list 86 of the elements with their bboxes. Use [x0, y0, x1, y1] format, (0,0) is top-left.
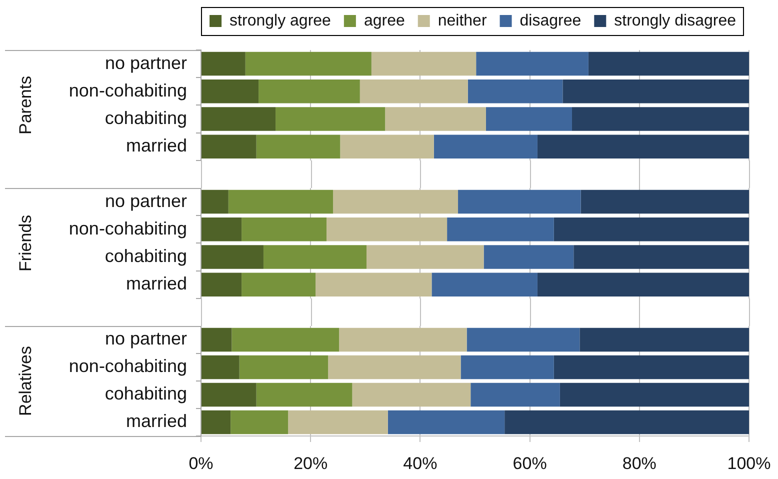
bar	[470, 382, 560, 407]
bar	[328, 355, 461, 380]
bar	[385, 107, 486, 131]
legend-label: agree	[364, 12, 405, 30]
bar	[263, 245, 366, 269]
bar	[572, 107, 749, 131]
bar	[202, 190, 228, 214]
bar	[339, 328, 467, 352]
bar	[468, 80, 563, 104]
bar	[366, 245, 484, 269]
bar	[432, 272, 538, 296]
y-tick-label: no partner	[104, 328, 187, 349]
legend-label: disagree	[520, 12, 582, 30]
y-tick-label: married	[126, 411, 187, 432]
bar	[202, 355, 240, 380]
bar	[256, 134, 340, 158]
bar	[202, 328, 232, 352]
y-axis-title: Parents	[16, 76, 35, 134]
bar	[504, 410, 749, 434]
bar	[484, 245, 574, 269]
bar	[230, 410, 288, 434]
bar	[202, 272, 242, 296]
bar	[232, 328, 340, 352]
y-tick-label: no partner	[104, 52, 187, 73]
bar	[388, 410, 505, 434]
bar	[202, 245, 264, 269]
x-tick-label: 40%	[403, 454, 438, 473]
y-tick-label: married	[126, 274, 187, 294]
y-tick-label: cohabiting	[104, 384, 187, 404]
y-tick-label: no partner	[104, 190, 187, 211]
x-tick-label: 100%	[727, 454, 771, 473]
bar	[476, 52, 588, 76]
y-tick-label: married	[126, 136, 187, 156]
legend-label: strongly agree	[230, 12, 332, 30]
y-tick-label: non-cohabiting	[68, 218, 187, 238]
bar	[554, 218, 749, 242]
bar	[316, 272, 432, 296]
bar	[360, 80, 468, 104]
bar	[371, 52, 476, 76]
bar	[202, 218, 242, 242]
bar	[466, 328, 580, 352]
bar	[256, 382, 352, 407]
bar	[258, 80, 360, 104]
y-axis-title: Friends	[16, 214, 35, 272]
bar	[574, 245, 749, 269]
bar	[588, 52, 749, 76]
bar	[239, 355, 328, 380]
bar	[202, 382, 256, 407]
bar	[276, 107, 386, 131]
bar	[333, 190, 458, 214]
bar	[554, 355, 749, 380]
bar	[245, 52, 372, 76]
bar	[202, 80, 259, 104]
bar	[340, 134, 434, 158]
y-tick-label: cohabiting	[104, 246, 187, 266]
bar	[288, 410, 388, 434]
x-tick-label: 20%	[294, 454, 328, 473]
bar	[202, 52, 246, 76]
x-tick-label: 60%	[512, 454, 547, 473]
y-tick-label: non-cohabiting	[68, 356, 187, 376]
bar	[562, 80, 749, 104]
y-axis-title: Relatives	[16, 346, 35, 416]
bar	[242, 218, 326, 242]
y-tick-label: cohabiting	[104, 108, 187, 128]
bar	[326, 218, 448, 242]
bar	[537, 272, 749, 296]
x-tick-label: 80%	[622, 454, 656, 473]
bar	[460, 355, 554, 380]
bar	[242, 272, 316, 296]
bar	[434, 134, 538, 158]
y-tick-label: non-cohabiting	[68, 80, 187, 100]
bar	[486, 107, 572, 131]
legend-label: strongly disagree	[614, 12, 736, 30]
bar	[458, 190, 581, 214]
legend-label: neither	[438, 12, 488, 30]
bar	[228, 190, 334, 214]
x-tick-label: 0%	[188, 454, 214, 473]
bar	[537, 134, 749, 158]
bar	[580, 328, 749, 352]
bar	[202, 410, 231, 434]
bar	[352, 382, 471, 407]
bar	[560, 382, 749, 407]
bar	[202, 107, 276, 131]
bar	[580, 190, 749, 214]
bar	[447, 218, 554, 242]
bar	[202, 134, 256, 158]
